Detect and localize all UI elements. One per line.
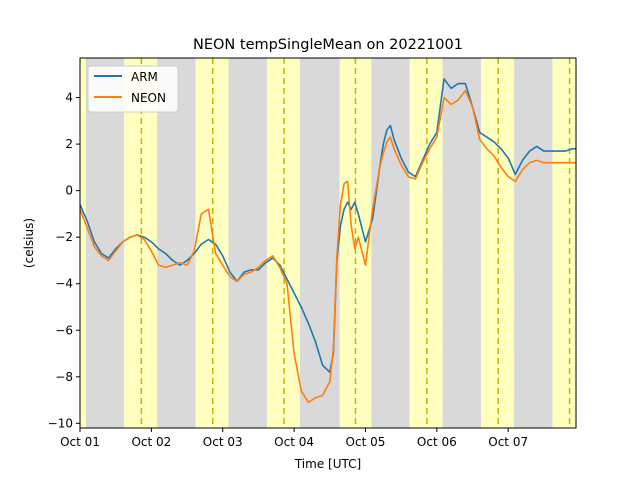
data-series — [79, 78, 576, 404]
y-axis: −10 −8 −6 −4 −2 0 2 4 — [48, 91, 80, 430]
night-band-2 — [228, 58, 267, 428]
night-band-6 — [513, 58, 553, 428]
legend-label-arm: ARM — [131, 70, 158, 84]
x-tick-label-5: Oct 06 — [417, 435, 457, 449]
y-tick-label-6: 2 — [65, 137, 73, 151]
y-tick-label-4: −2 — [55, 230, 73, 244]
x-tick-label-4: Oct 05 — [346, 435, 386, 449]
y-tick-label-1: −8 — [55, 370, 73, 384]
y-tick-label-2: −6 — [55, 323, 73, 337]
day-band-0 — [80, 58, 86, 428]
night-band-0 — [85, 58, 125, 428]
x-axis-label: Time [UTC] — [294, 457, 361, 471]
y-tick-label-7: 4 — [65, 91, 73, 105]
legend: ARM NEON — [87, 65, 179, 113]
x-tick-label-1: Oct 02 — [131, 435, 171, 449]
night-band-5 — [442, 58, 482, 428]
x-tick-label-6: Oct 07 — [488, 435, 528, 449]
y-axis-label: (celsius) — [22, 218, 36, 268]
day-band-7 — [552, 58, 576, 428]
y-tick-label-3: −4 — [55, 277, 73, 291]
y-tick-label-5: 0 — [65, 184, 73, 198]
chart-title: NEON tempSingleMean on 20221001 — [193, 37, 463, 53]
x-axis: Oct 01 Oct 02 Oct 03 Oct 04 Oct 05 Oct 06 Oct … — [60, 428, 528, 449]
series-line-neon — [79, 89, 576, 404]
x-tick-label-3: Oct 04 — [274, 435, 314, 449]
x-tick-label-2: Oct 03 — [203, 435, 243, 449]
y-tick-label-0: −10 — [48, 416, 73, 430]
plot-frame — [79, 57, 577, 429]
night-band-4 — [371, 58, 410, 428]
x-tick-label-0: Oct 01 — [60, 435, 100, 449]
time-shading — [80, 58, 576, 428]
night-band-1 — [157, 58, 196, 428]
legend-label-neon: NEON — [131, 91, 166, 105]
legend-box — [87, 65, 179, 113]
series-line-arm — [79, 78, 576, 374]
night-band-3 — [299, 58, 340, 428]
solar-noon-lines — [140, 58, 571, 428]
